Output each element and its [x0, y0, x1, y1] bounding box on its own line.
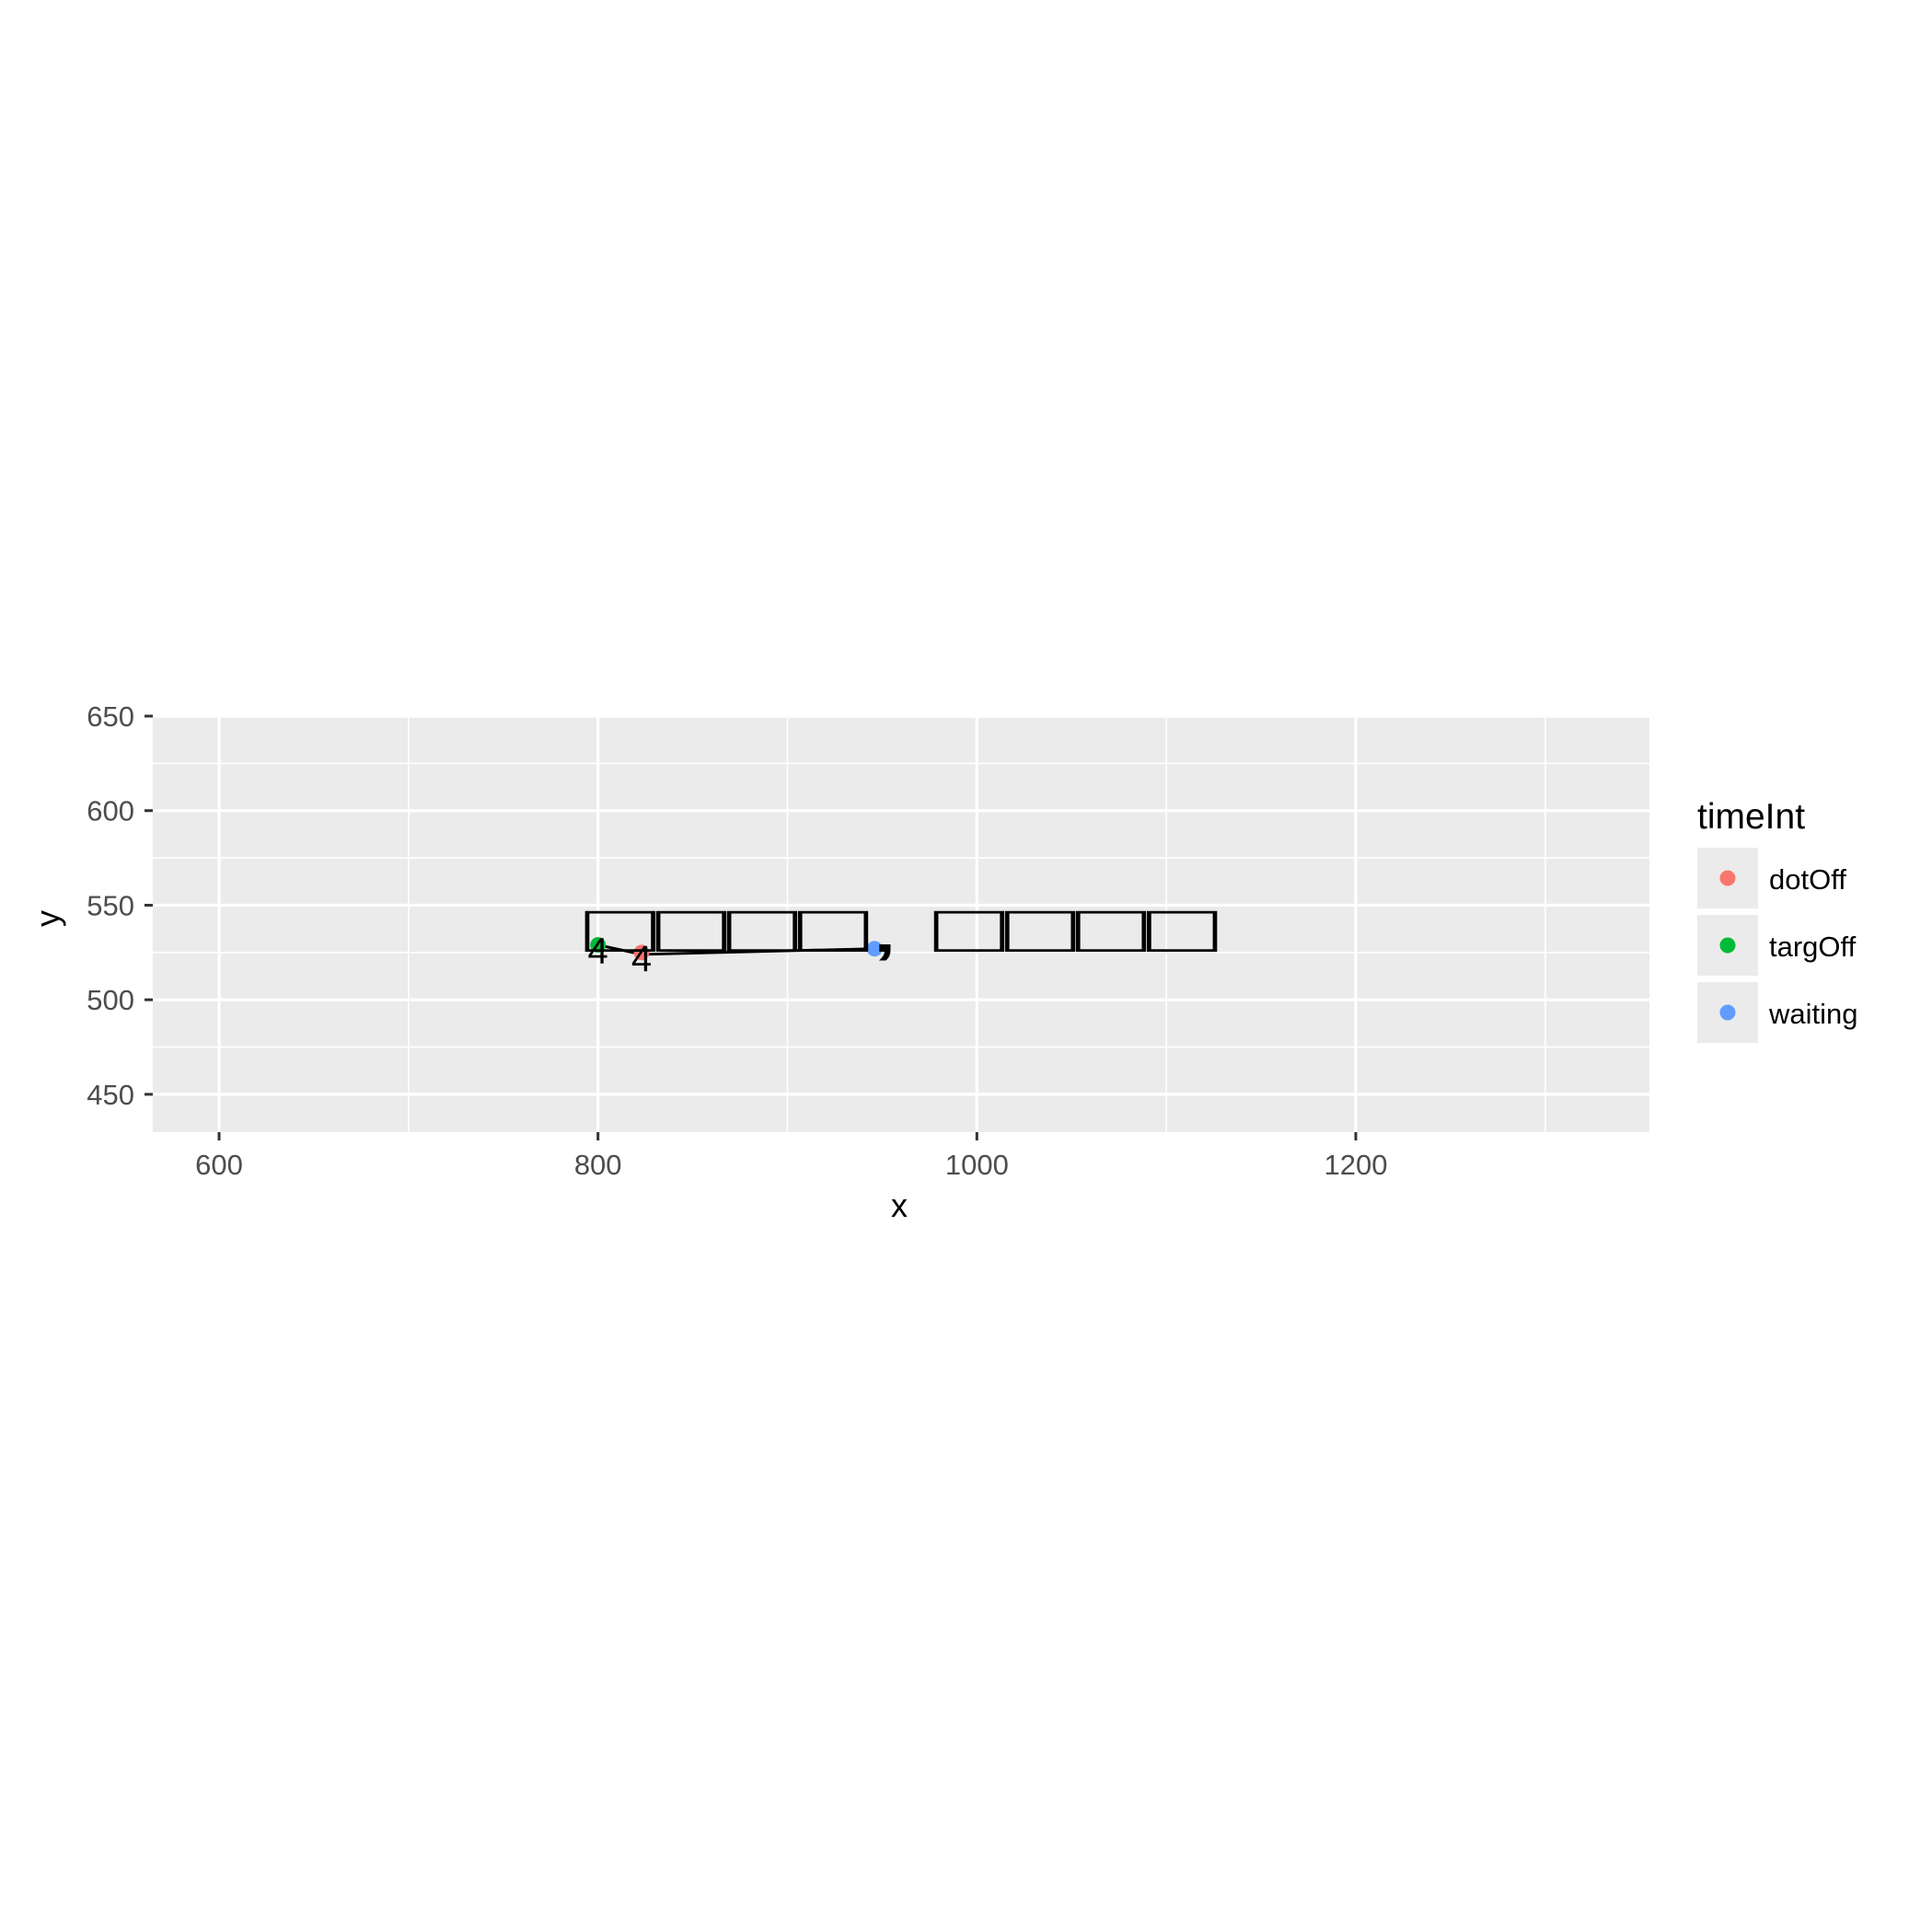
point-label: 4	[631, 939, 652, 979]
x-tick-label: 800	[574, 1149, 622, 1181]
legend-title: timeInt	[1697, 797, 1805, 837]
legend-label-targOff: targOff	[1769, 931, 1857, 963]
legend-label-waiting: waiting	[1768, 998, 1858, 1030]
y-axis: 450 500 550 600 650	[87, 700, 153, 1111]
legend: timeInt dotOff targOff waiting	[1697, 797, 1858, 1043]
plot-marks: 4 4□□□□, □□□□	[584, 890, 1218, 979]
y-tick-label: 500	[87, 984, 134, 1016]
x-tick-label: 1000	[945, 1149, 1009, 1181]
legend-point-targOff	[1719, 937, 1736, 954]
y-tick-label: 550	[87, 889, 134, 921]
x-axis-label: x	[891, 1186, 908, 1224]
x-tick-label: 1200	[1324, 1149, 1387, 1181]
point-label: 4	[588, 931, 608, 972]
legend-point-dotOff	[1719, 870, 1736, 886]
plot-panel	[153, 716, 1649, 1132]
y-tick-label: 600	[87, 795, 134, 827]
point-targOff	[590, 937, 607, 954]
y-axis-label: y	[29, 910, 66, 927]
legend-label-dotOff: dotOff	[1769, 863, 1846, 896]
y-tick-label: 650	[87, 700, 134, 733]
minor-gridlines	[153, 716, 1649, 1132]
point-waiting	[866, 941, 883, 957]
legend-point-waiting	[1719, 1004, 1736, 1021]
x-axis: 600 800 1000 1200	[195, 1132, 1387, 1181]
y-tick-label: 450	[87, 1079, 134, 1111]
x-tick-label: 600	[195, 1149, 243, 1181]
major-gridlines	[153, 714, 1649, 1132]
point-dotOff	[633, 944, 650, 961]
annotation-text: □□□□, □□□□	[584, 890, 1218, 966]
